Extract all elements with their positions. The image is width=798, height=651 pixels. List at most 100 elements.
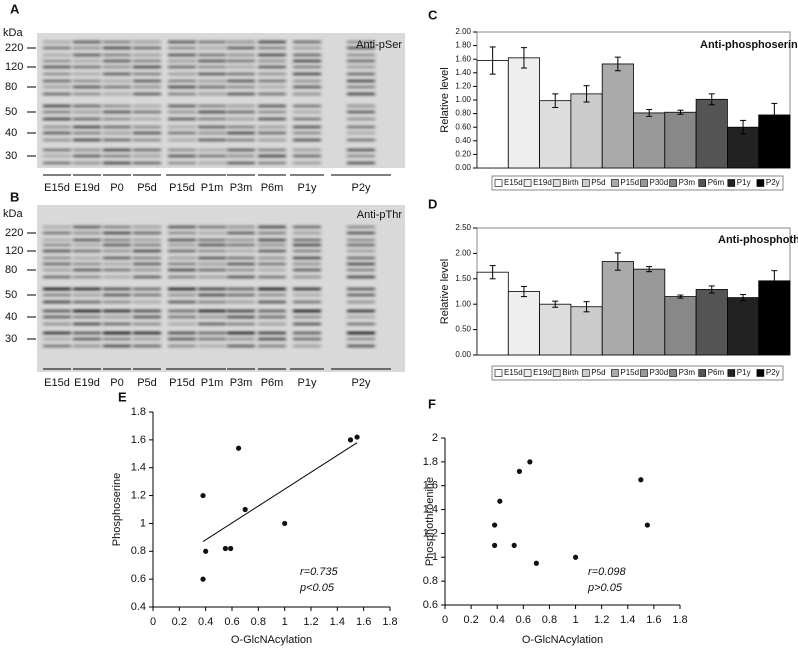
y-tick-label: 1.4 [423, 503, 438, 515]
blot-band [168, 53, 196, 57]
blot-band [198, 337, 226, 341]
legend-swatch [756, 179, 765, 187]
blot-band [198, 231, 226, 235]
kda-marker: 120 [5, 245, 23, 257]
blot-band [103, 315, 131, 319]
blot-band [133, 275, 161, 279]
blot-band [198, 53, 226, 57]
blot-band [258, 46, 286, 50]
y-tick-label: 1.20 [455, 82, 471, 91]
bar [570, 93, 603, 169]
blot-band [168, 40, 196, 44]
blot-band [258, 256, 286, 260]
blot-band [43, 225, 71, 229]
blot-band [133, 131, 161, 135]
blot-band [258, 117, 286, 121]
point [644, 522, 650, 528]
blot-band [168, 293, 196, 297]
blot-band [227, 331, 255, 335]
legend-label: P3m [679, 178, 696, 187]
error-bar [614, 56, 621, 72]
panel-letter: A [10, 1, 20, 16]
blot-band [43, 262, 71, 266]
blot-band [133, 110, 161, 114]
blot-band [43, 243, 71, 247]
lane-label: P15d [169, 182, 195, 194]
blot-band [258, 85, 286, 89]
blot-band [293, 243, 321, 247]
blot-band [73, 65, 101, 69]
x-tick-label: 1.2 [303, 616, 318, 628]
legend-label: P5d [591, 178, 605, 187]
blot-band [168, 344, 196, 348]
x-axis-label: O-GlcNAcylation [522, 634, 603, 646]
y-tick-label: 1.8 [423, 456, 438, 468]
blot-band [258, 131, 286, 135]
blot-band [168, 262, 196, 266]
blot-band [293, 238, 321, 242]
blot-band [133, 138, 161, 142]
blot-band [227, 117, 255, 121]
blot-band [293, 72, 321, 76]
legend-label: P1y [737, 178, 751, 187]
blot-band [347, 148, 375, 152]
blot-band [258, 309, 286, 313]
blot-band [133, 331, 161, 335]
error-bar [614, 252, 621, 271]
blot-band [168, 268, 196, 272]
blot-band [133, 300, 161, 304]
blot-band [103, 337, 131, 341]
point [242, 506, 248, 513]
blot-band [43, 92, 71, 96]
blot-band [43, 72, 71, 76]
bar [633, 268, 666, 356]
blot-band [293, 300, 321, 304]
blot-band [347, 161, 375, 165]
blot-band [198, 268, 226, 272]
blot-band [198, 161, 226, 165]
blot-band [293, 337, 321, 341]
blot-band [227, 225, 255, 229]
blot-band [227, 85, 255, 89]
blot-band [103, 256, 131, 260]
blot-band [227, 344, 255, 348]
x-tick-label: 1 [572, 614, 578, 626]
blot-band [168, 315, 196, 319]
blot-band [43, 322, 71, 326]
blot-band [227, 309, 255, 313]
x-tick-label: 0.6 [516, 614, 531, 626]
blot-band [347, 231, 375, 235]
error-bar [708, 93, 715, 106]
x-tick-label: 0 [150, 616, 156, 628]
blot-band [293, 249, 321, 253]
blot-band [103, 249, 131, 253]
bar [727, 297, 760, 356]
blot-bands [43, 40, 375, 165]
blot-band [168, 300, 196, 304]
blot-band [198, 46, 226, 50]
blot-band [227, 322, 255, 326]
blot-band [293, 344, 321, 348]
blot-band [347, 337, 375, 341]
blot-band [227, 275, 255, 279]
y-tick-label: 0.8 [131, 545, 146, 557]
point [492, 522, 498, 528]
blot-band [103, 104, 131, 108]
kda-marker: 80 [5, 81, 17, 93]
kda-marker: 50 [5, 289, 17, 301]
blot-band [347, 104, 375, 108]
lane-label: P6m [261, 377, 284, 389]
y-tick-label: 1.2 [423, 527, 438, 539]
y-axis-label: Phosphothroenine [424, 477, 436, 566]
blot-band [198, 344, 226, 348]
error-bar [677, 294, 684, 299]
legend-label: P1y [737, 368, 751, 377]
blot-band [198, 131, 226, 135]
blot-band [103, 344, 131, 348]
error-bar [552, 93, 559, 108]
point [222, 545, 229, 552]
blot-band [227, 300, 255, 304]
legend-swatch [581, 369, 590, 377]
blot-band [133, 249, 161, 253]
y-tick-label: 1.4 [131, 462, 146, 474]
